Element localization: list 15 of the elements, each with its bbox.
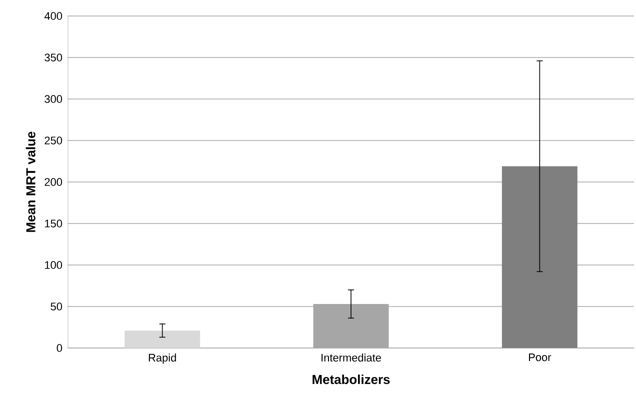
y-tick-label: 0: [56, 344, 62, 352]
y-tick-label: 100: [45, 261, 62, 269]
x-tick-label: Intermediate: [322, 354, 381, 362]
x-tick-label: Rapid: [148, 354, 176, 364]
x-axis-title: Metabolizers: [312, 374, 390, 384]
x-tick-label: Poor: [529, 354, 552, 362]
y-tick-label: 300: [44, 95, 62, 103]
y-axis-title: Mean MRT value: [26, 132, 36, 232]
y-tick-label: 350: [44, 54, 62, 62]
y-tick-label: 400: [44, 12, 62, 20]
y-tick-label: 250: [44, 136, 62, 144]
y-tick-label: 50: [50, 302, 62, 310]
y-tick-label: 150: [45, 220, 62, 228]
y-tick-label: 200: [44, 178, 62, 186]
bar: [124, 330, 200, 348]
